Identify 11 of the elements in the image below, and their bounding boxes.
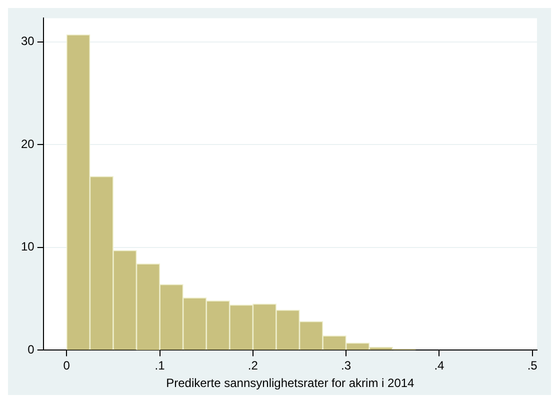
y-tick-label: 20 bbox=[20, 136, 35, 151]
y-tick-label: 30 bbox=[20, 34, 35, 48]
y-tick-label: 10 bbox=[20, 240, 35, 254]
x-tick-label: .3 bbox=[341, 358, 352, 373]
x-tick-label: .2 bbox=[248, 358, 258, 373]
y-tick-label: 0 bbox=[28, 342, 35, 357]
x-tick-label: .4 bbox=[434, 358, 445, 373]
x-tick-label: .1 bbox=[154, 358, 166, 373]
x-tick-label: 0 bbox=[63, 358, 70, 373]
x-axis-title: Predikerte sannsynlighetsrater for akrim i 2014 bbox=[166, 376, 415, 390]
x-tick-label: .5 bbox=[527, 358, 538, 373]
